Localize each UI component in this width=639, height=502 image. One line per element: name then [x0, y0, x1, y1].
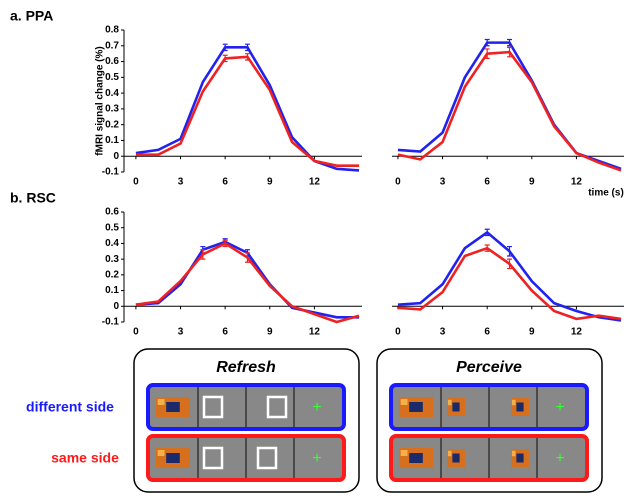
- y-tick-label: 0.8: [105, 25, 119, 36]
- x-tick-label: 6: [222, 177, 228, 188]
- error-bar: [506, 46, 512, 58]
- y-tick-label: 0.3: [105, 254, 119, 265]
- scene-highlight: [157, 450, 165, 456]
- error-bar: [200, 249, 206, 260]
- scene-highlight: [511, 399, 516, 406]
- panel-heading: Perceive: [456, 359, 522, 376]
- series-line: [397, 50, 622, 172]
- x-tick-label: 12: [309, 177, 321, 188]
- row-label: same side: [51, 450, 119, 466]
- fixation-cross: +: [555, 399, 564, 416]
- x-tick-label: 6: [222, 327, 228, 338]
- x-tick-label: 3: [440, 327, 446, 338]
- fixation-cross: +: [312, 450, 321, 467]
- x-tick-label: 6: [484, 177, 490, 188]
- y-tick-label: -0.1: [102, 167, 120, 178]
- error-bar: [484, 48, 490, 59]
- scene-highlight: [447, 399, 452, 406]
- scene-detail: [516, 453, 524, 463]
- error-bar: [244, 53, 250, 61]
- error-bar: [222, 43, 228, 52]
- error-bar: [484, 38, 490, 47]
- series-line: [135, 55, 360, 167]
- error-bar: [222, 239, 228, 248]
- x-tick-label: 12: [309, 327, 321, 338]
- y-tick-label: 0.5: [105, 222, 119, 233]
- y-axis-label: fMRI signal change (%): [95, 46, 106, 155]
- y-tick-label: 0: [113, 151, 119, 162]
- x-tick-label: 3: [178, 177, 184, 188]
- x-tick-label: 9: [267, 177, 273, 188]
- panel-title: b. RSC: [10, 190, 56, 206]
- x-tick-label: 9: [267, 327, 273, 338]
- x-tick-label: 12: [571, 327, 583, 338]
- scene-highlight: [511, 450, 516, 457]
- x-axis-label: time (s): [588, 188, 624, 199]
- x-tick-label: 3: [178, 327, 184, 338]
- y-tick-label: 0.4: [105, 88, 119, 99]
- y-tick-label: 0.3: [105, 104, 119, 115]
- row-label: different side: [26, 399, 114, 415]
- y-tick-label: 0.2: [105, 269, 119, 280]
- x-tick-label: 0: [395, 327, 401, 338]
- placeholder-square: [266, 395, 288, 419]
- x-tick-label: 0: [133, 327, 139, 338]
- error-bar: [506, 245, 512, 257]
- series-line: [135, 46, 360, 172]
- y-tick-label: -0.1: [102, 317, 120, 328]
- x-tick-label: 0: [133, 177, 139, 188]
- scene-detail: [409, 402, 423, 412]
- error-bar: [506, 258, 512, 270]
- scene-highlight: [447, 450, 452, 457]
- y-tick-label: 0.1: [105, 135, 119, 146]
- scene-detail: [409, 453, 423, 463]
- scene-highlight: [400, 399, 408, 405]
- x-tick-label: 9: [529, 327, 535, 338]
- error-bar: [484, 244, 490, 252]
- fixation-cross: +: [555, 450, 564, 467]
- error-bar: [244, 252, 250, 263]
- scene-highlight: [400, 450, 408, 456]
- scene-detail: [166, 453, 180, 463]
- scene-detail: [452, 402, 460, 412]
- y-tick-label: 0.7: [105, 40, 119, 51]
- y-tick-label: 0.6: [105, 207, 119, 218]
- scene-detail: [166, 402, 180, 412]
- fixation-cross: +: [312, 399, 321, 416]
- error-bar: [222, 54, 228, 63]
- x-tick-label: 9: [529, 177, 535, 188]
- x-tick-label: 12: [571, 177, 583, 188]
- scene-highlight: [157, 399, 165, 405]
- panel-heading: Refresh: [216, 359, 276, 376]
- scene-detail: [452, 453, 460, 463]
- y-tick-label: 0.6: [105, 56, 119, 67]
- y-tick-label: 0.2: [105, 119, 119, 130]
- y-tick-label: 0: [113, 301, 119, 312]
- y-tick-label: 0.4: [105, 238, 119, 249]
- series-line: [397, 230, 622, 322]
- error-bar: [244, 43, 250, 52]
- error-bar: [506, 38, 512, 47]
- y-tick-label: 0.5: [105, 72, 119, 83]
- scene-detail: [516, 402, 524, 412]
- x-tick-label: 3: [440, 177, 446, 188]
- error-bar: [484, 228, 490, 237]
- y-tick-label: 0.1: [105, 285, 119, 296]
- placeholder-square: [256, 446, 278, 470]
- x-tick-label: 6: [484, 327, 490, 338]
- placeholder-square: [202, 446, 224, 470]
- panel-title: a. PPA: [10, 8, 53, 24]
- placeholder-square: [202, 395, 224, 419]
- x-tick-label: 0: [395, 177, 401, 188]
